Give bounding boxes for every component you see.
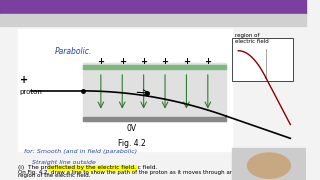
Text: +: + (119, 57, 126, 66)
Bar (83, 65, 226, 69)
Text: region of the electric field.: region of the electric field. (18, 173, 91, 178)
Text: proton: proton (20, 89, 43, 95)
Bar (0, 14, 306, 26)
Text: +: + (204, 57, 211, 66)
Text: (i)  The proton is deflected by the electric field.: (i) The proton is deflected by the elect… (18, 165, 158, 170)
Text: +: + (97, 57, 104, 66)
Circle shape (248, 153, 290, 178)
Text: +: + (162, 57, 169, 66)
Bar (232, 148, 306, 180)
Bar (83, 117, 226, 121)
Text: for: Smooth (and in field (parabolic): for: Smooth (and in field (parabolic) (24, 149, 138, 154)
Text: On Fig. 4.2, draw a line to show the path of the proton as it moves through and : On Fig. 4.2, draw a line to show the pat… (18, 170, 266, 175)
Text: deflected by the electric field.: deflected by the electric field. (47, 165, 136, 170)
Bar (0, 0, 306, 14)
Bar (83, 63, 226, 121)
Text: 0V: 0V (126, 124, 136, 133)
Text: Straight line outside: Straight line outside (24, 160, 96, 165)
Text: +: + (183, 57, 190, 66)
Bar (232, 38, 293, 81)
Text: Parabolic.: Parabolic. (55, 47, 92, 56)
Text: +: + (20, 75, 28, 85)
Text: region of
electric field: region of electric field (235, 33, 269, 44)
Bar (18, 29, 232, 151)
Text: Fig. 4.2: Fig. 4.2 (117, 139, 145, 148)
Text: +: + (140, 57, 147, 66)
